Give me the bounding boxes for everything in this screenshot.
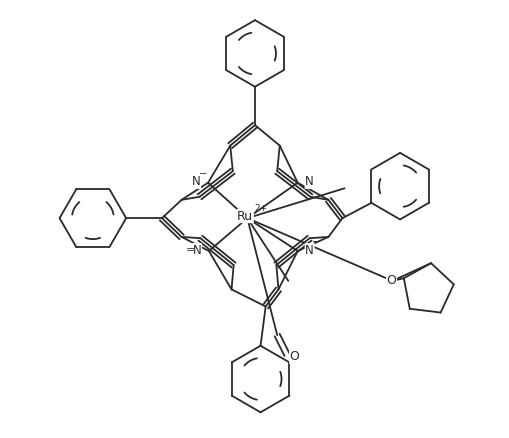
Text: −: − bbox=[312, 237, 320, 247]
Text: =: = bbox=[185, 245, 194, 255]
Text: Ru: Ru bbox=[237, 209, 253, 223]
Text: N: N bbox=[305, 244, 314, 257]
Text: N: N bbox=[305, 175, 314, 188]
Text: N: N bbox=[191, 175, 200, 188]
Text: −: − bbox=[199, 169, 207, 179]
Text: O: O bbox=[289, 350, 299, 363]
Text: O: O bbox=[386, 273, 395, 286]
Text: 2+: 2+ bbox=[254, 204, 267, 213]
Text: N: N bbox=[192, 244, 201, 257]
